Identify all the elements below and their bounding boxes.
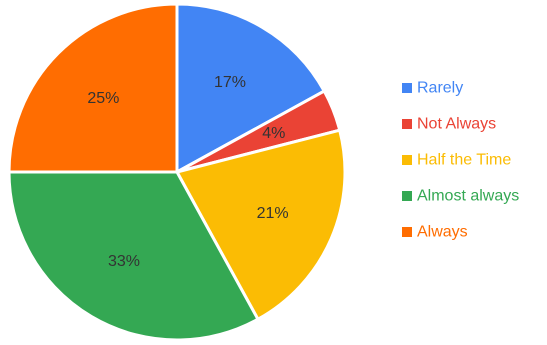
slice-label-half-the-time: 21% (257, 205, 289, 222)
legend-label-rarely: Rarely (417, 80, 463, 97)
slice-label-rarely: 17% (214, 74, 246, 91)
legend: Rarely Not Always Half the Time Almost alwa… (402, 80, 519, 241)
legend-swatch-almost-always (402, 191, 412, 201)
legend-swatch-half-the-time (402, 155, 412, 165)
slice-label-not-always: 4% (262, 125, 285, 142)
slice-label-almost-always: 33% (108, 253, 140, 270)
legend-label-always: Always (417, 224, 468, 241)
legend-label-half-the-time: Half the Time (417, 152, 511, 169)
legend-swatch-not-always (402, 119, 412, 129)
slice-label-always: 25% (87, 90, 119, 107)
legend-label-almost-always: Almost always (417, 188, 519, 205)
pie-slices (7, 2, 347, 342)
legend-label-not-always: Not Always (417, 116, 496, 133)
pie-slice-almost-always (7, 170, 260, 342)
pie-slice-always (7, 2, 179, 174)
pie-slice-labels: 17% 4% 21% 33% 25% (87, 74, 288, 270)
legend-swatch-rarely (402, 83, 412, 93)
pie-slice-half-the-time (175, 128, 347, 321)
legend-swatch-always (402, 227, 412, 237)
pie-slice-rarely (175, 2, 326, 174)
